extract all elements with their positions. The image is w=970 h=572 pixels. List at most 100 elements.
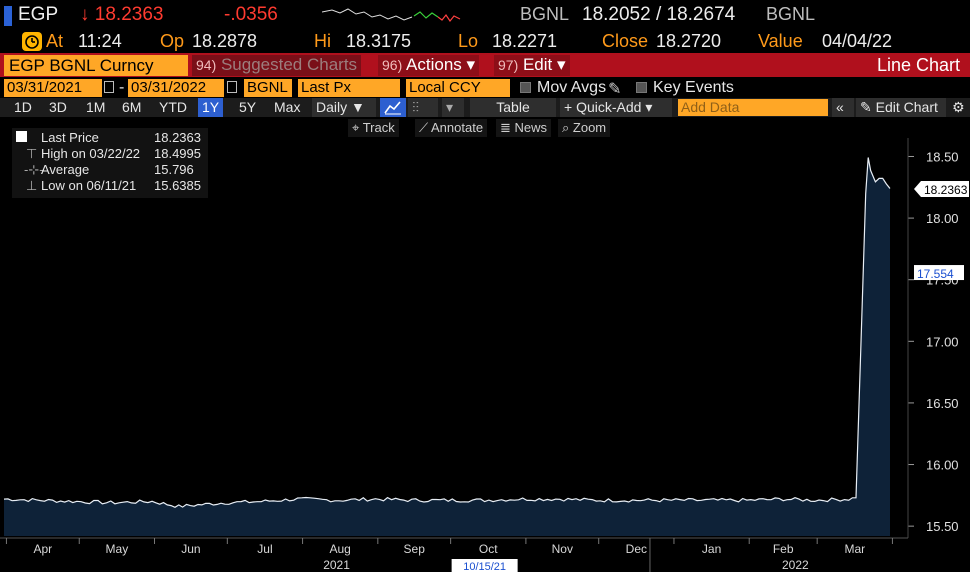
legend-high-value: 18.4995 bbox=[154, 146, 201, 161]
mov-avgs-checkbox[interactable] bbox=[520, 82, 531, 93]
edit-chart-button[interactable]: ✎ Edit Chart bbox=[856, 98, 946, 117]
news-label: News bbox=[514, 120, 548, 135]
legend-last-price-label: Last Price bbox=[41, 130, 99, 145]
period-3d[interactable]: 3D bbox=[49, 99, 67, 115]
key-events-checkbox[interactable] bbox=[636, 82, 647, 93]
high-marker-icon: ⊤ bbox=[26, 146, 38, 161]
source-left: BGNL bbox=[520, 4, 570, 24]
add-data-input[interactable]: Add Data bbox=[678, 99, 828, 116]
x-tick-label: Apr bbox=[33, 542, 52, 556]
x-tick-label: May bbox=[106, 542, 129, 556]
range-bar: 03/31/2021 - 03/31/2022 BGNL Last Px Loc… bbox=[0, 78, 970, 98]
year-label: 2022 bbox=[782, 558, 809, 572]
end-calendar-icon[interactable] bbox=[227, 81, 237, 93]
annotate-tool[interactable]: ⟋ Annotate bbox=[415, 119, 488, 137]
actions-menu-button[interactable]: 96) Actions ▾ bbox=[378, 55, 480, 76]
period-6m[interactable]: 6M bbox=[122, 99, 142, 115]
period-1d[interactable]: 1D bbox=[14, 99, 32, 115]
track-label: Track bbox=[362, 120, 395, 135]
menu-bar: EGP BGNL Curncy 94) Suggested Charts 96)… bbox=[0, 53, 970, 77]
period-ytd[interactable]: YTD bbox=[159, 99, 187, 115]
news-icon: ≣ bbox=[500, 120, 511, 135]
source-right: BGNL bbox=[766, 4, 816, 24]
edit-menu-button[interactable]: 97) Edit ▾ bbox=[494, 55, 570, 76]
low-marker-icon: ⊥ bbox=[26, 178, 38, 193]
legend-high-label: High on 03/22/22 bbox=[41, 146, 141, 161]
last-value-marker bbox=[914, 180, 969, 197]
high-value: 18.3175 bbox=[346, 31, 412, 51]
price-chart[interactable]: 15.5016.0016.5017.0017.5018.0018.5018.23… bbox=[0, 138, 970, 572]
candle-chart-icon[interactable]: ⫶⫶ bbox=[408, 98, 438, 117]
series-area bbox=[4, 157, 890, 536]
source-input[interactable]: BGNL bbox=[244, 79, 292, 97]
ticker-flag-icon bbox=[4, 6, 12, 26]
y-tick-label: 15.50 bbox=[926, 519, 959, 534]
series-line bbox=[3, 157, 891, 508]
open-label: Op bbox=[160, 31, 185, 51]
low-value: 18.2271 bbox=[492, 31, 558, 51]
start-calendar-icon[interactable] bbox=[104, 81, 114, 93]
line-chart-icon[interactable] bbox=[380, 98, 406, 117]
x-tick-label: Dec bbox=[626, 542, 647, 556]
annotate-label: Annotate bbox=[431, 120, 484, 135]
low-label: Lo bbox=[458, 31, 479, 51]
legend-low-label: Low on 06/11/21 bbox=[41, 178, 137, 193]
y-tick-label: 17.00 bbox=[926, 334, 959, 349]
period-1y[interactable]: 1Y bbox=[198, 98, 224, 117]
start-date-input[interactable]: 03/31/2021 bbox=[4, 79, 102, 97]
period-5y[interactable]: 5Y bbox=[239, 99, 257, 115]
x-tick-label: Nov bbox=[552, 542, 573, 556]
crosshair-date-marker bbox=[451, 559, 518, 572]
table-button[interactable]: Table bbox=[470, 98, 556, 117]
currency-input[interactable]: Local CCY bbox=[406, 79, 510, 97]
suggested-num: 94) bbox=[196, 57, 217, 73]
value-date: 04/04/22 bbox=[822, 31, 893, 51]
collapse-button[interactable]: « bbox=[832, 98, 854, 117]
zoom-icon: ⌕ bbox=[562, 120, 570, 135]
news-tool[interactable]: ≣ News bbox=[496, 119, 552, 137]
bid-ask: 18.2052 / 18.2674 bbox=[582, 4, 736, 25]
last-value-label: 18.2363 bbox=[924, 183, 968, 197]
at-label: At bbox=[46, 31, 64, 51]
x-tick-label: Sep bbox=[404, 542, 426, 556]
ticker-symbol[interactable]: EGP bbox=[18, 4, 59, 25]
open-value: 18.2878 bbox=[192, 31, 258, 51]
x-tick-label: Mar bbox=[844, 542, 865, 556]
value-label: Value bbox=[758, 31, 803, 51]
mov-avgs-label: Mov Avgs bbox=[537, 79, 607, 96]
annotate-icon: ⟋ bbox=[419, 120, 429, 135]
last-price-swatch[interactable] bbox=[16, 131, 27, 142]
y-tick-label: 18.50 bbox=[926, 149, 959, 164]
last-price: ↓ 18.2363 bbox=[80, 4, 164, 25]
security-field[interactable]: EGP BGNL Curncy bbox=[4, 55, 188, 76]
period-1m[interactable]: 1M bbox=[86, 99, 106, 115]
key-events-label: Key Events bbox=[653, 79, 734, 96]
y-tick-label: 18.00 bbox=[926, 211, 959, 226]
track-tool[interactable]: ⌖ Track bbox=[348, 119, 399, 137]
zoom-tool[interactable]: ⌕ Zoom bbox=[558, 119, 611, 137]
crosshair-date-label: 10/15/21 bbox=[463, 561, 506, 572]
pencil-icon[interactable]: ✎ bbox=[608, 81, 622, 98]
average-marker-icon: -⊹- bbox=[24, 162, 44, 177]
chart-type-dropdown-icon[interactable]: ▾ bbox=[442, 98, 464, 117]
year-label: 2021 bbox=[323, 558, 350, 572]
suggested-charts-button[interactable]: 94) Suggested Charts bbox=[192, 55, 362, 76]
settings-gear-icon[interactable]: ⚙ bbox=[952, 99, 965, 115]
close-label: Close bbox=[602, 31, 649, 51]
crosshair-icon: ⌖ bbox=[352, 120, 360, 135]
quick-add-button[interactable]: + Quick-Add ▾ bbox=[560, 98, 672, 117]
field-input[interactable]: Last Px bbox=[298, 79, 400, 97]
edit-chart-pencil-icon: ✎ bbox=[860, 99, 872, 115]
alarm-clock-icon[interactable] bbox=[22, 32, 42, 51]
price-change: -.0356 bbox=[224, 4, 278, 25]
edit-label: Edit ▾ bbox=[522, 55, 566, 74]
suggested-label: Suggested Charts bbox=[220, 55, 358, 74]
y-tick-label: 16.00 bbox=[926, 458, 959, 473]
edit-chart-label: Edit Chart bbox=[875, 99, 938, 115]
close-value: 18.2720 bbox=[656, 31, 722, 51]
x-tick-label: Jun bbox=[181, 542, 200, 556]
period-max[interactable]: Max bbox=[274, 99, 301, 115]
frequency-dropdown[interactable]: Daily ▼ bbox=[312, 98, 376, 117]
crosshair-value-label: 17.554 bbox=[917, 267, 954, 281]
end-date-input[interactable]: 03/31/2022 bbox=[128, 79, 224, 97]
